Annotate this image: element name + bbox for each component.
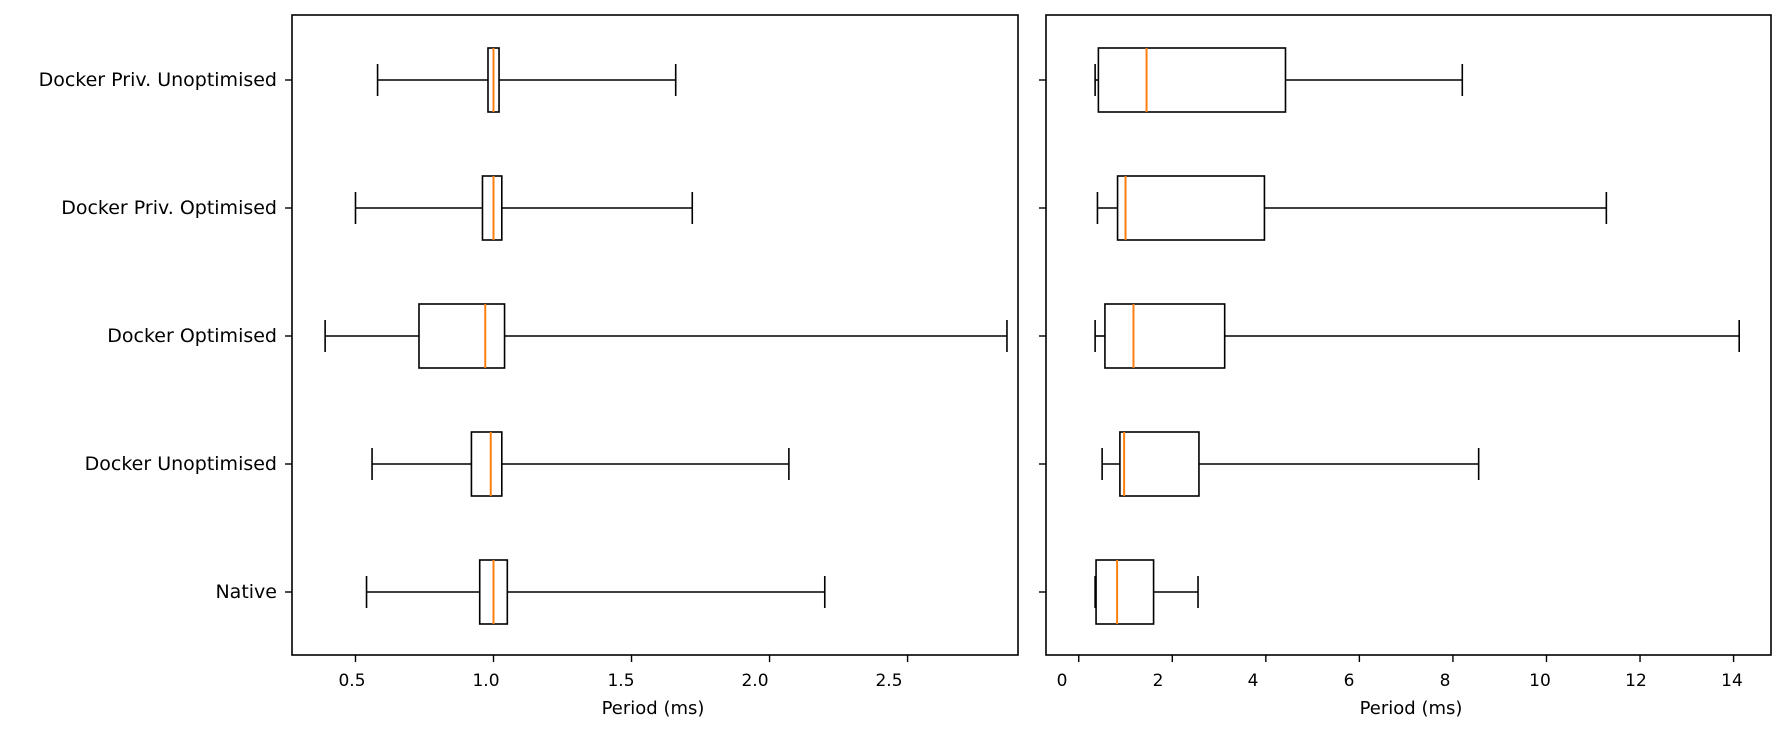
category-label-docker-optimised: Docker Optimised <box>107 325 277 347</box>
panel-left: Native Docker Unoptimised Docker Optimis… <box>39 14 1019 719</box>
left-xtick-label: 2.5 <box>875 671 902 691</box>
iqr-box <box>1104 303 1226 369</box>
axes-frame <box>1045 14 1772 656</box>
box-native <box>1094 559 1199 625</box>
panel-right: 0 2 4 6 8 10 12 14 Period (ms) <box>1039 14 1772 719</box>
left-xtick-label: 1.0 <box>472 671 499 691</box>
left-plot-area <box>285 14 1019 662</box>
iqr-box <box>418 303 506 369</box>
iqr-box <box>1095 559 1155 625</box>
box-docker-priv-unoptimised <box>376 47 677 113</box>
category-label-docker-priv-unoptimised: Docker Priv. Unoptimised <box>39 69 277 91</box>
left-xtick-label: 2.0 <box>741 671 768 691</box>
box-docker-priv-unoptimised <box>1094 47 1464 113</box>
right-xtick-label: 2 <box>1153 671 1164 691</box>
left-xtick-label: 0.5 <box>338 671 365 691</box>
right-xtick-label: 8 <box>1440 671 1451 691</box>
right-xtick-labels: 0 2 4 6 8 10 12 14 <box>1057 671 1743 691</box>
left-xtick-labels: 0.5 1.0 1.5 2.0 2.5 <box>338 671 902 691</box>
iqr-box <box>1097 47 1287 113</box>
category-label-docker-priv-optimised: Docker Priv. Optimised <box>61 197 277 219</box>
iqr-box <box>1119 431 1200 497</box>
right-xtick-label: 6 <box>1344 671 1355 691</box>
category-label-native: Native <box>215 581 277 603</box>
box-native <box>365 559 826 625</box>
right-plot-area <box>1039 14 1772 662</box>
left-x-axis-label: Period (ms) <box>602 698 705 719</box>
iqr-box <box>481 175 503 241</box>
right-x-axis-label: Period (ms) <box>1360 698 1463 719</box>
right-xtick-label: 12 <box>1625 671 1647 691</box>
box-docker-unoptimised <box>1101 431 1480 497</box>
iqr-box <box>1116 175 1266 241</box>
box-docker-priv-optimised <box>1096 175 1608 241</box>
left-category-labels: Native Docker Unoptimised Docker Optimis… <box>39 69 277 603</box>
box-docker-priv-optimised <box>354 175 694 241</box>
category-label-docker-unoptimised: Docker Unoptimised <box>85 453 277 475</box>
right-xtick-label: 4 <box>1248 671 1259 691</box>
box-docker-optimised <box>1094 303 1740 369</box>
right-xtick-label: 14 <box>1721 671 1743 691</box>
left-xtick-label: 1.5 <box>607 671 634 691</box>
box-docker-optimised <box>324 303 1008 369</box>
right-xtick-label: 0 <box>1057 671 1068 691</box>
right-xtick-label: 10 <box>1529 671 1551 691</box>
box-docker-unoptimised <box>371 431 790 497</box>
axes-frame <box>291 14 1019 656</box>
iqr-box <box>470 431 503 497</box>
